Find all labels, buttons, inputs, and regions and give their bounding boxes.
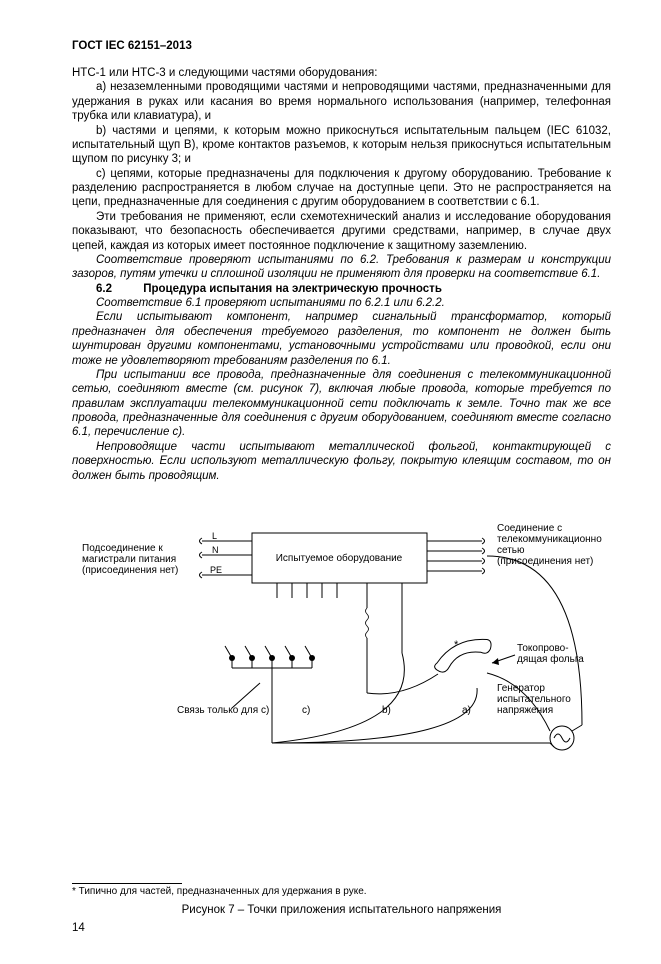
figure-caption: Рисунок 7 – Точки приложения испытательн… — [72, 904, 611, 916]
p10: Непроводящие части испытывают металличес… — [72, 440, 611, 483]
p2: a) незаземленными проводящими частями и … — [72, 80, 611, 123]
p1: НТС-1 или НТС-3 и следующими частями обо… — [72, 66, 611, 80]
figure-svg: Испытуемое оборудование L N PE Подсоедин… — [82, 513, 602, 773]
fig-PE: PE — [210, 565, 222, 575]
section-number: 6.2 — [96, 283, 112, 295]
fig-star: * — [454, 639, 459, 651]
p9: При испытании все провода, предназначенн… — [72, 368, 611, 440]
section-name: Процедура испытания на электрическую про… — [143, 283, 442, 295]
doc-header: ГОСТ IEC 62151–2013 — [72, 40, 611, 52]
fig-L: L — [212, 531, 217, 541]
fig-left-label: Подсоединение к магистрали питания (прис… — [82, 543, 192, 576]
p5: Эти требования не применяют, если схемот… — [72, 210, 611, 253]
fig-gen: Генератор испытательного напряжения — [497, 683, 587, 716]
fig-right-label: Соединение с телекоммуникационной сетью … — [497, 523, 602, 567]
fig-box-label: Испытуемое оборудование — [275, 552, 402, 564]
figure-7: Испытуемое оборудование L N PE Подсоедин… — [72, 513, 611, 773]
page-number: 14 — [72, 922, 611, 934]
section-6-2-title: 6.2 Процедура испытания на электрическую… — [72, 282, 611, 296]
p6: Соответствие проверяют испытаниями по 6.… — [72, 253, 611, 282]
fig-N: N — [212, 545, 219, 555]
p3: b) частями и цепями, к которым можно при… — [72, 124, 611, 167]
fig-lbl-c: с) — [302, 705, 310, 716]
footnote: * Типично для частей, предназначенных дл… — [72, 886, 611, 898]
footnote-rule — [72, 883, 182, 884]
p8: Если испытывают компонент, например сигн… — [72, 310, 611, 368]
fig-bottom-left: Связь только для с) — [177, 705, 269, 716]
fig-foil: Токопрово- дящая фольга — [517, 643, 597, 665]
p7: Соответствие 6.1 проверяют испытаниями п… — [72, 296, 611, 310]
p4: c) цепями, которые предназначены для под… — [72, 167, 611, 210]
